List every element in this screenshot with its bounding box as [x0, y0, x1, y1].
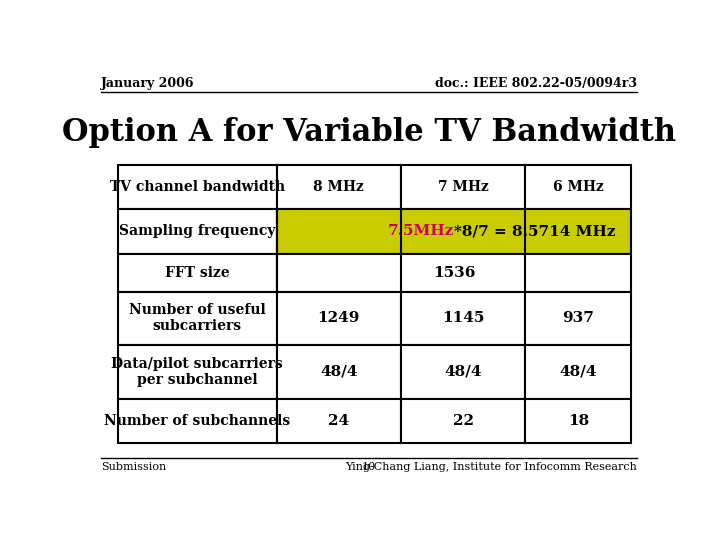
- Bar: [276, 209, 631, 254]
- Bar: [118, 209, 276, 254]
- Text: 48/4: 48/4: [559, 365, 597, 379]
- Bar: [118, 292, 276, 345]
- Text: 24: 24: [328, 414, 349, 428]
- Bar: [526, 399, 631, 443]
- Text: *8/7 = 8.5714 MHz: *8/7 = 8.5714 MHz: [454, 225, 616, 239]
- Text: 8 MHz: 8 MHz: [313, 180, 364, 194]
- Bar: [276, 399, 401, 443]
- Bar: [276, 292, 401, 345]
- Bar: [526, 165, 631, 209]
- Text: 22: 22: [453, 414, 474, 428]
- Text: doc.: IEEE 802.22-05/0094r3: doc.: IEEE 802.22-05/0094r3: [435, 77, 637, 90]
- Text: Number of useful
subcarriers: Number of useful subcarriers: [129, 303, 266, 334]
- Bar: [401, 345, 526, 399]
- Bar: [276, 165, 401, 209]
- Bar: [401, 399, 526, 443]
- Bar: [118, 345, 276, 399]
- Text: 1536: 1536: [433, 266, 475, 280]
- Text: Option A for Variable TV Bandwidth: Option A for Variable TV Bandwidth: [62, 117, 676, 148]
- Text: 6 MHz: 6 MHz: [553, 180, 603, 194]
- Bar: [401, 165, 526, 209]
- Text: 18: 18: [567, 414, 589, 428]
- Text: Data/pilot subcarriers
per subchannel: Data/pilot subcarriers per subchannel: [112, 357, 283, 387]
- Text: 7 MHz: 7 MHz: [438, 180, 489, 194]
- Bar: [276, 345, 401, 399]
- Text: FFT size: FFT size: [165, 266, 230, 280]
- Text: Submission: Submission: [101, 462, 166, 472]
- Bar: [526, 292, 631, 345]
- Text: 48/4: 48/4: [320, 365, 358, 379]
- Text: 1249: 1249: [318, 312, 360, 326]
- Bar: [118, 399, 276, 443]
- Bar: [276, 254, 631, 292]
- Bar: [526, 345, 631, 399]
- Bar: [118, 165, 276, 209]
- Text: 937: 937: [562, 312, 594, 326]
- Text: 1145: 1145: [442, 312, 485, 326]
- Bar: [118, 254, 276, 292]
- Text: 7.5MHz: 7.5MHz: [387, 225, 454, 239]
- Text: 10: 10: [362, 462, 376, 472]
- Text: Sampling frequency: Sampling frequency: [119, 225, 276, 239]
- Bar: [401, 292, 526, 345]
- Text: January 2006: January 2006: [101, 77, 194, 90]
- Text: Ying-Chang Liang, Institute for Infocomm Research: Ying-Chang Liang, Institute for Infocomm…: [345, 462, 637, 472]
- Text: 48/4: 48/4: [444, 365, 482, 379]
- Text: TV channel bandwidth: TV channel bandwidth: [109, 180, 285, 194]
- Text: Number of subchannels: Number of subchannels: [104, 414, 290, 428]
